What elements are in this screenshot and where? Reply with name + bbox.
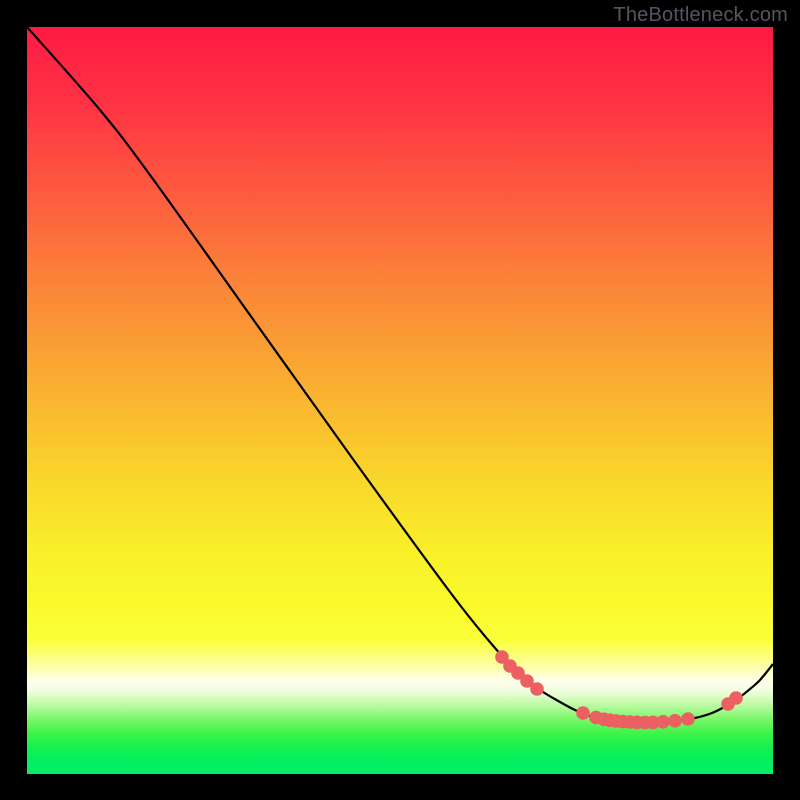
curve-marker (730, 692, 743, 705)
curve-marker (531, 683, 544, 696)
curve-marker (657, 715, 670, 728)
gradient-background (27, 27, 773, 774)
chart-container: TheBottleneck.com (0, 0, 800, 800)
curve-marker (669, 714, 682, 727)
curve-marker (577, 707, 590, 720)
curve-marker (682, 713, 695, 726)
bottleneck-curve-chart (0, 0, 800, 800)
watermark-text: TheBottleneck.com (613, 4, 788, 27)
